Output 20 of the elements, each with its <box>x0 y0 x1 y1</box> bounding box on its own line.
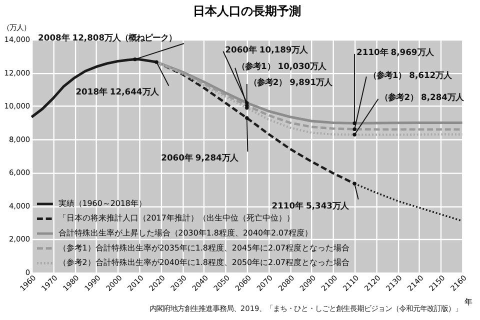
point <box>154 60 158 64</box>
annotation: 2110年 5,343万人 <box>272 200 350 210</box>
legend-label: 合計特殊出生率が上昇した場合（2030年1.8程度、2040年2.07程度） <box>58 228 313 238</box>
x-axis-title: 年 <box>464 298 473 307</box>
annotation: 2060年 10,189万人 <box>225 44 309 55</box>
chart-title: 日本人口の長期予測 <box>192 4 301 18</box>
annotation: 2008年 12,808万人（概ねピーク） <box>38 32 177 43</box>
annotation: 2018年 12,644万人 <box>76 86 160 97</box>
legend-label: 実績（1960～2018年） <box>58 198 146 208</box>
annotation: 2110年 8,969万人 <box>356 47 434 58</box>
point <box>245 116 249 120</box>
annotation: （参考2） 9,891万人 <box>248 77 334 88</box>
point <box>352 182 356 186</box>
annotation: （参考1） 8,612万人 <box>368 70 453 80</box>
legend-label: （参考1）合計特殊出生率が2035年に1.8程度、2045年に2.07程度となった場合 <box>58 243 350 252</box>
legend-label: （参考2）合計特殊出生率が2040年に1.8程度、2050年に2.07程度となった場合 <box>58 258 350 268</box>
annotation: （参考1） 10,030万人 <box>237 61 328 72</box>
annotation: 2060年 9,284万人 <box>161 152 239 162</box>
legend-label: 「日本の将来推計人口（2017年推計）（出生中位（死亡中位）） <box>58 214 294 223</box>
annotation: （参考2） 8,284万人 <box>380 92 464 102</box>
